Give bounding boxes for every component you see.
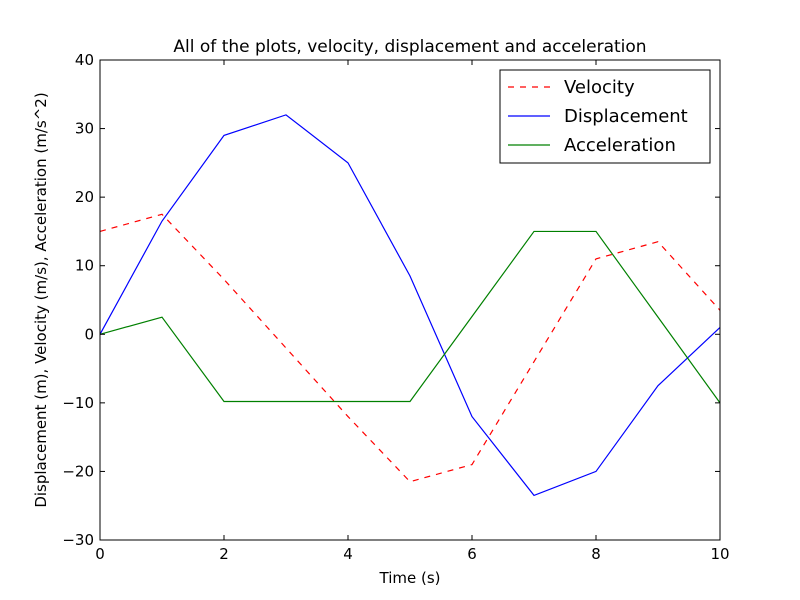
y-tick-label: −20 [62,462,94,480]
x-tick-label: 2 [219,545,229,563]
x-tick-label: 0 [95,545,105,563]
series-line-acceleration [99,230,721,404]
y-tick-label: 30 [75,120,94,138]
series-line-displacement [99,114,721,497]
x-axis-label: Time (s) [379,569,441,587]
series-line-velocity [99,213,721,483]
axis-ticks: 0 2 4 6 8 10 −30 −20 −10 0 10 20 30 40 [62,51,729,563]
x-tick-label: 10 [710,545,729,563]
x-tick-label: 8 [591,545,601,563]
legend-label: Displacement [564,106,688,127]
y-tick-label: 20 [75,188,94,206]
x-tick-label: 6 [467,545,477,563]
y-axis-label: Displacement (m), Velocity (m/s), Accele… [32,92,50,507]
plot-frame [99,59,721,541]
y-tick-label: 40 [75,51,94,69]
legend-label: Acceleration [564,135,676,156]
chart-title: All of the plots, velocity, displacement… [173,37,646,57]
y-tick-label: −30 [62,531,94,549]
y-tick-label: −10 [62,394,94,412]
legend: Velocity Displacement Acceleration [499,69,711,164]
legend-label: Velocity [564,77,635,98]
y-tick-label: 10 [75,257,94,275]
plot-lines [99,114,721,497]
y-tick-label: 0 [84,325,94,343]
x-tick-label: 4 [343,545,353,563]
